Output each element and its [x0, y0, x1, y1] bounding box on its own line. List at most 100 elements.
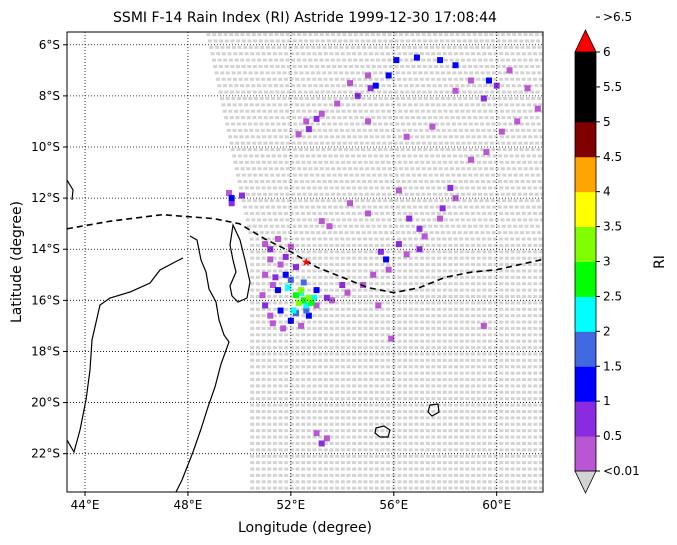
swath-pixel — [363, 269, 368, 273]
swath-pixel — [447, 128, 452, 132]
swath-pixel — [510, 263, 515, 267]
swath-pixel — [268, 192, 273, 196]
swath-pixel — [441, 154, 446, 158]
swath-pixel — [267, 371, 272, 375]
swath-pixel — [409, 160, 414, 164]
swath-pixel — [397, 416, 402, 420]
swath-pixel — [506, 141, 511, 145]
swath-pixel — [484, 116, 489, 120]
swath-pixel — [363, 358, 368, 362]
swath-pixel — [535, 90, 540, 94]
swath-pixel — [307, 109, 312, 113]
swath-pixel — [351, 211, 356, 215]
swath-pixel — [423, 231, 428, 235]
swath-pixel — [335, 352, 340, 356]
swath-pixel — [437, 288, 442, 292]
swath-pixel — [362, 45, 367, 49]
swath-pixel — [271, 71, 276, 75]
swath-pixel — [538, 397, 543, 401]
swath-pixel — [243, 205, 248, 209]
swath-pixel — [494, 109, 499, 113]
swath-pixel — [357, 410, 362, 413]
swath-pixel — [431, 295, 436, 298]
rain-cell — [323, 294, 330, 301]
swath-pixel — [390, 128, 395, 132]
swath-pixel — [403, 441, 408, 445]
swath-pixel — [340, 326, 345, 330]
swath-pixel — [289, 371, 294, 375]
swath-pixel — [256, 160, 261, 164]
swath-pixel — [386, 135, 391, 139]
swath-pixel — [259, 122, 264, 126]
swath-pixel — [329, 275, 334, 279]
swath-pixel — [527, 314, 532, 318]
swath-pixel — [538, 339, 543, 343]
swath-pixel — [317, 77, 322, 81]
swath-pixel — [374, 250, 379, 254]
colorbar-segment — [575, 331, 596, 367]
swath-pixel — [459, 435, 464, 439]
swath-pixel — [408, 352, 413, 356]
swath-pixel — [448, 365, 453, 369]
swath-pixel — [216, 52, 221, 56]
swath-pixel — [476, 77, 481, 81]
swath-pixel — [364, 192, 369, 196]
swath-pixel — [448, 429, 453, 433]
swath-pixel — [369, 269, 374, 273]
swath-pixel — [261, 314, 266, 318]
rain-cell — [305, 312, 312, 319]
swath-pixel — [335, 269, 340, 273]
swath-pixel — [485, 122, 490, 126]
swath-pixel — [476, 52, 481, 56]
swath-pixel — [338, 122, 343, 126]
swath-pixel — [482, 288, 487, 292]
swath-pixel — [250, 282, 255, 286]
swath-pixel — [335, 480, 340, 484]
swath-pixel — [527, 397, 532, 401]
swath-pixel — [448, 448, 453, 452]
swath-pixel — [465, 441, 470, 445]
swath-pixel — [433, 167, 438, 171]
swath-pixel — [391, 365, 396, 369]
swath-pixel — [520, 96, 525, 100]
swath-pixel — [452, 45, 457, 49]
swath-pixel — [400, 148, 405, 152]
swath-pixel — [340, 416, 345, 420]
swath-pixel — [258, 116, 263, 120]
swath-pixel — [306, 256, 311, 260]
swath-pixel — [420, 307, 425, 311]
swath-pixel — [386, 326, 391, 330]
swath-pixel — [301, 422, 306, 426]
swath-pixel — [533, 390, 538, 394]
swath-pixel — [466, 58, 471, 62]
swath-pixel — [284, 352, 289, 356]
swath-pixel — [459, 365, 464, 369]
swath-pixel — [358, 160, 363, 164]
x-tick-label: 52°E — [276, 498, 305, 512]
swath-pixel — [240, 58, 245, 62]
swath-pixel — [381, 192, 386, 196]
swath-pixel — [527, 422, 532, 426]
swath-pixel — [386, 346, 391, 350]
swath-pixel — [510, 269, 515, 273]
swath-pixel — [352, 410, 357, 413]
colorbar-label: RI — [652, 255, 668, 269]
swath-pixel — [414, 416, 419, 420]
swath-pixel — [323, 390, 328, 394]
rain-cell — [467, 77, 474, 84]
swath-pixel — [363, 77, 368, 81]
colorbar-over-triangle — [574, 29, 597, 53]
swath-pixel — [504, 486, 509, 490]
swath-pixel — [476, 243, 481, 247]
swath-pixel — [267, 263, 272, 267]
swath-pixel — [521, 77, 526, 81]
swath-pixel — [517, 33, 522, 37]
swath-pixel — [443, 135, 448, 139]
swath-pixel — [248, 122, 253, 126]
swath-pixel — [380, 429, 385, 433]
swath-pixel — [357, 301, 362, 305]
swath-pixel — [361, 96, 366, 100]
swath-pixel — [497, 205, 502, 209]
swath-pixel — [391, 314, 396, 318]
swath-pixel — [533, 448, 538, 452]
